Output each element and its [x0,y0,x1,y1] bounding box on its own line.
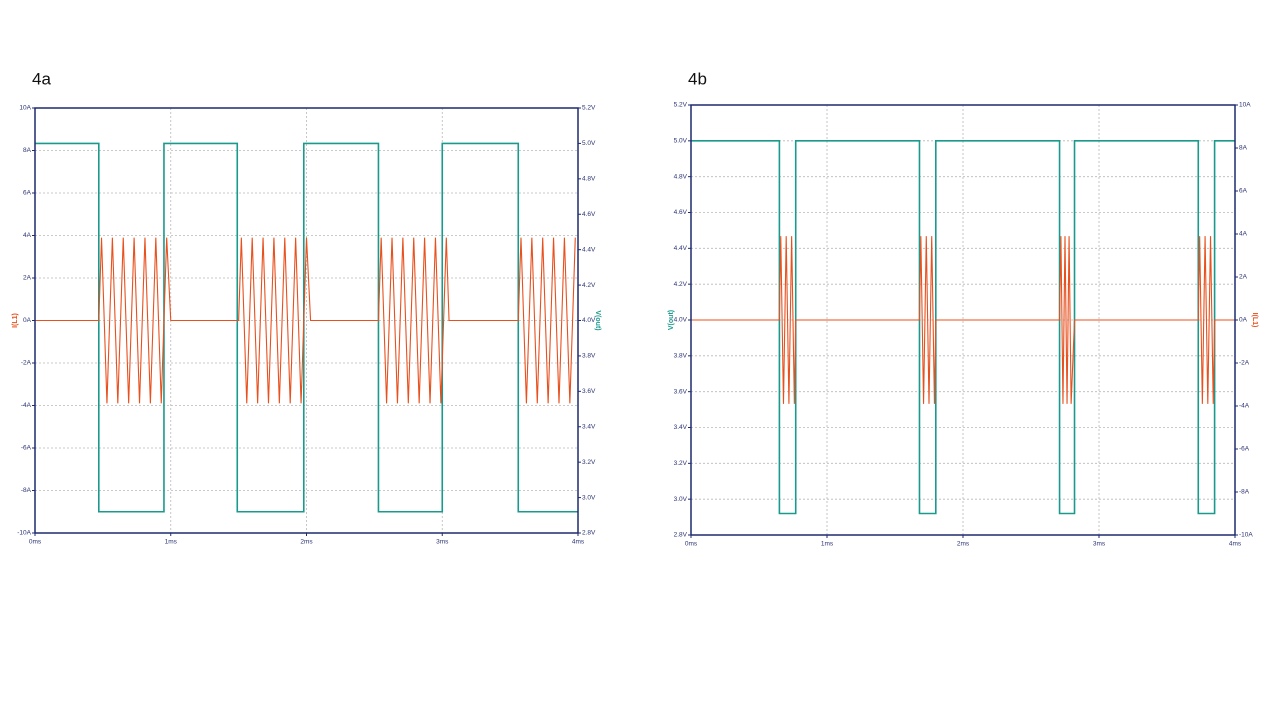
y-tick-label: 4.4V [674,245,688,252]
panel-label: 4a [32,69,51,88]
y2-tick-label: -6A [1239,446,1250,453]
y-tick-label: 3.4V [674,424,688,431]
y-tick-label: -10A [17,530,31,537]
series-line [35,237,576,404]
panel-label: 4b [688,69,707,88]
x-tick-label: 1ms [821,541,834,548]
y-axis-title: V(out) [668,310,675,330]
y2-tick-label: -8A [1239,489,1250,496]
y2-axis-title: I(L1) [1251,313,1258,328]
y-tick-label: -6A [21,445,32,452]
y2-tick-label: 4.2V [582,282,596,289]
y-tick-label: 2.8V [674,532,688,539]
y2-tick-label: -10A [1239,532,1253,539]
y2-tick-label: 4.0V [582,317,596,324]
y-tick-label: 0A [23,317,32,324]
y-tick-label: 3.8V [674,353,688,360]
y2-tick-label: 10A [1239,102,1251,109]
x-tick-label: 1ms [165,539,178,546]
x-tick-label: 4ms [572,539,585,546]
plot-frame [34,107,579,534]
y-tick-label: 4.6V [674,209,688,216]
y-tick-label: 4.0V [674,317,688,324]
x-tick-label: 2ms [957,541,970,548]
x-tick-label: 4ms [1229,541,1242,548]
y2-tick-label: -4A [1239,403,1250,410]
y2-tick-label: -2A [1239,360,1250,367]
series-line [691,236,1235,404]
y2-tick-label: 5.2V [582,105,596,112]
y-tick-label: 6A [23,190,32,197]
y-tick-label: 3.0V [674,496,688,503]
y-tick-label: 4.8V [674,173,688,180]
y2-tick-label: 4.4V [582,246,596,253]
y2-tick-label: 8A [1239,145,1248,152]
y-tick-label: 8A [23,147,32,154]
y-tick-label: 10A [19,105,31,112]
series-line [691,140,1235,515]
y2-tick-label: 4.6V [582,211,596,218]
y-tick-label: 3.6V [674,388,688,395]
x-tick-label: 0ms [29,539,42,546]
y2-tick-label: 5.0V [582,140,596,147]
y2-tick-label: 3.2V [582,459,596,466]
y2-tick-label: 2A [1239,274,1248,281]
y-tick-label: 5.2V [674,102,688,109]
chart: 4a 0ms 1ms 2ms 3ms 4ms -10A -8A -6A -4A -2A 0A 2A 4A 6… [12,69,601,545]
y2-tick-label: 0A [1239,317,1248,324]
chart: 4b 0ms 1ms 2ms 3ms 4ms 2.8V 3.0V 3.2V 3.4V 3.6V 3.8… [668,69,1258,547]
y-tick-label: 3.2V [674,460,688,467]
y-tick-label: -8A [21,487,32,494]
x-tick-label: 0ms [685,541,698,548]
y-tick-label: -4A [21,402,32,409]
y-tick-label: 4A [23,232,32,239]
y-tick-label: 5.0V [674,138,688,145]
y2-tick-label: 3.8V [582,353,596,360]
y2-tick-label: 3.4V [582,423,596,430]
y2-tick-label: 6A [1239,188,1248,195]
y2-tick-label: 3.0V [582,494,596,501]
y-tick-label: 2A [23,275,32,282]
y2-tick-label: 2.8V [582,530,596,537]
y2-tick-label: 4A [1239,231,1248,238]
y-axis-title: I(L1) [12,313,19,328]
y2-tick-label: 3.6V [582,388,596,395]
plot-frame [690,104,1236,536]
y2-tick-label: 4.8V [582,176,596,183]
x-tick-label: 3ms [436,539,449,546]
x-tick-label: 3ms [1093,541,1106,548]
y2-axis-title: V(out) [594,310,601,330]
x-tick-label: 2ms [300,539,313,546]
y-tick-label: -2A [21,360,32,367]
y-tick-label: 4.2V [674,281,688,288]
